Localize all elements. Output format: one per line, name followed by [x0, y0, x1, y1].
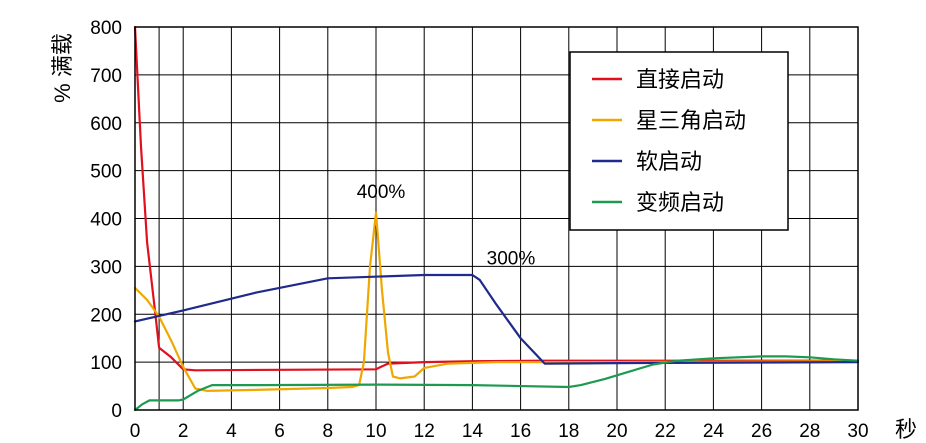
legend-label-3: 变频启动	[636, 190, 724, 215]
x-tick-label: 4	[226, 421, 237, 442]
x-axis-title: 秒	[895, 417, 917, 442]
y-tick-label: 200	[90, 305, 122, 326]
y-tick-label: 500	[90, 162, 122, 183]
x-tick-label: 0	[130, 421, 141, 442]
y-tick-label: 700	[90, 66, 122, 87]
y-tick-label: 600	[90, 114, 122, 135]
y-tick-label: 0	[111, 401, 122, 422]
y-tick-label: 800	[90, 18, 122, 39]
legend-box	[569, 51, 789, 231]
x-tick-label: 22	[655, 421, 676, 442]
series-lines	[133, 25, 860, 412]
annotation-label: 300%	[487, 248, 536, 269]
y-tick-label: 400	[90, 210, 122, 231]
x-tick-label: 24	[703, 421, 725, 442]
x-tick-label: 10	[365, 421, 386, 442]
y-tick-label: 300	[90, 257, 122, 278]
x-tick-label: 2	[178, 421, 189, 442]
legend-label-1: 星三角启动	[636, 108, 746, 133]
x-tick-label: 6	[274, 421, 285, 442]
y-axis-title: % 满载	[50, 33, 75, 103]
series-line-2	[133, 273, 860, 365]
legend-label-0: 直接启动	[636, 67, 724, 92]
x-tick-label: 28	[799, 421, 820, 442]
series-line-0	[133, 25, 860, 372]
x-tick-label: 26	[751, 421, 772, 442]
x-tick-label: 20	[606, 421, 627, 442]
axes: 0 2 4 6 8 10 12 14 16 18 20 22 24 26 28 300100200300400…	[50, 18, 917, 442]
x-tick-label: 14	[462, 421, 484, 442]
x-tick-label: 12	[414, 421, 435, 442]
x-tick-label: 8	[323, 421, 334, 442]
x-tick-label: 30	[847, 421, 868, 442]
series-line-1	[133, 211, 860, 392]
annotation-label: 400%	[357, 182, 406, 203]
legend-label-2: 软启动	[636, 149, 702, 174]
x-tick-label: 18	[558, 421, 579, 442]
y-tick-label: 100	[90, 353, 122, 374]
x-tick-label: 16	[510, 421, 531, 442]
plot-frame	[134, 26, 859, 411]
annotations: 400% 300%	[357, 182, 536, 270]
series-line-3	[133, 355, 860, 412]
